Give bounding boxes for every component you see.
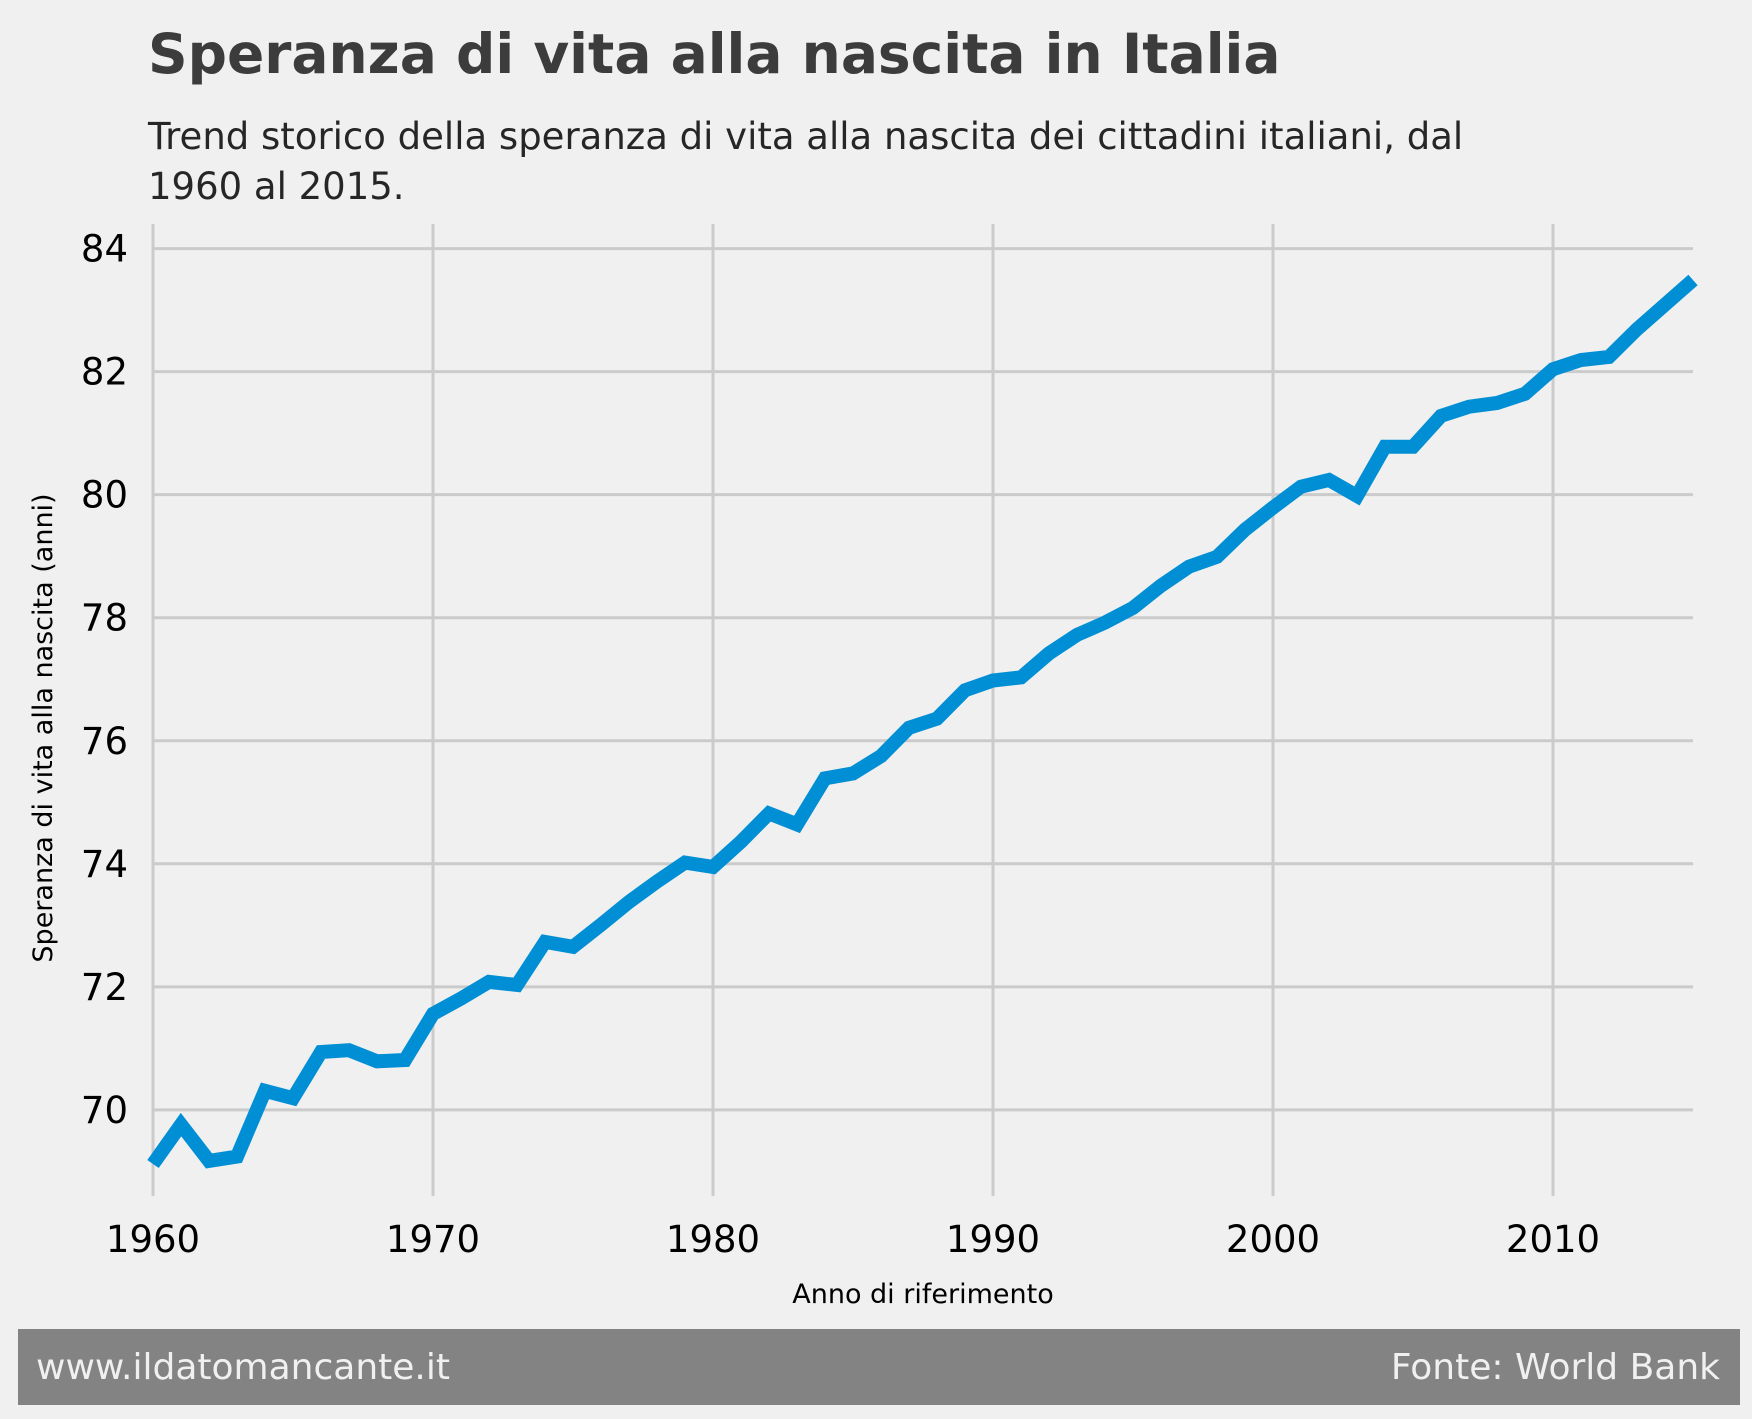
grid	[151, 224, 1693, 1196]
y-tick-label: 70	[81, 1089, 128, 1132]
x-tick-label: 1960	[106, 1218, 200, 1261]
tick-labels: 70 72 74 76 78 80 82 84 1960 1970 1980 1990 2000 2010	[81, 228, 1600, 1261]
footer-bar: www.ildatomancante.it Fonte: World Bank	[18, 1329, 1740, 1405]
line-chart: 70 72 74 76 78 80 82 84 1960 1970 1980 1990 2000 2010…	[28, 224, 1698, 1310]
x-tick-label: 1990	[946, 1218, 1040, 1261]
y-tick-label: 78	[81, 597, 128, 640]
footer-source: Fonte: World Bank	[1390, 1347, 1720, 1388]
y-tick-label: 74	[81, 843, 128, 886]
y-tick-label: 80	[81, 474, 128, 517]
life-expectancy-line	[147, 274, 1698, 1169]
x-tick-label: 2000	[1226, 1218, 1320, 1261]
y-tick-label: 82	[81, 351, 128, 394]
x-tick-label: 1970	[386, 1218, 480, 1261]
y-tick-label: 84	[81, 228, 128, 271]
series	[147, 274, 1698, 1169]
y-tick-label: 76	[81, 720, 128, 763]
y-axis-label: Speranza di vita alla nascita (anni)	[28, 493, 59, 962]
chart-subtitle: Trend storico della speranza di vita all…	[148, 115, 1464, 208]
y-tick-label: 72	[81, 966, 128, 1009]
x-tick-label: 2010	[1506, 1218, 1600, 1261]
footer-website: www.ildatomancante.it	[36, 1347, 450, 1388]
x-axis-label: Anno di riferimento	[792, 1279, 1053, 1310]
chart-title: Speranza di vita alla nascita in Italia	[148, 22, 1281, 86]
x-tick-label: 1980	[666, 1218, 760, 1261]
